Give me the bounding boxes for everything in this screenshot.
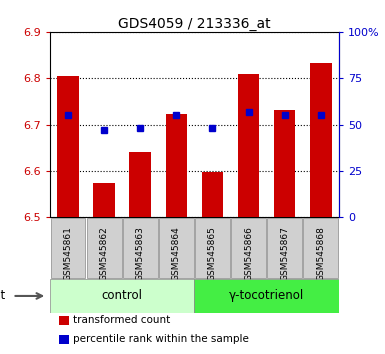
Text: GSM545861: GSM545861 bbox=[64, 227, 73, 281]
Bar bbox=[238, 74, 259, 217]
Text: GSM545867: GSM545867 bbox=[280, 227, 289, 281]
Bar bbox=[310, 63, 331, 217]
Bar bbox=[129, 152, 151, 217]
FancyBboxPatch shape bbox=[303, 218, 338, 278]
Text: control: control bbox=[102, 290, 143, 302]
Text: γ-tocotrienol: γ-tocotrienol bbox=[229, 290, 304, 302]
Bar bbox=[57, 76, 79, 217]
Text: transformed count: transformed count bbox=[73, 315, 171, 325]
Title: GDS4059 / 213336_at: GDS4059 / 213336_at bbox=[118, 17, 271, 31]
FancyBboxPatch shape bbox=[123, 218, 157, 278]
Bar bbox=[194, 279, 339, 313]
FancyBboxPatch shape bbox=[51, 218, 85, 278]
FancyBboxPatch shape bbox=[195, 218, 230, 278]
FancyBboxPatch shape bbox=[231, 218, 266, 278]
Text: GSM545865: GSM545865 bbox=[208, 227, 217, 281]
Text: GSM545862: GSM545862 bbox=[100, 227, 109, 281]
Text: GSM545868: GSM545868 bbox=[316, 227, 325, 281]
Bar bbox=[50, 279, 194, 313]
Text: GSM545866: GSM545866 bbox=[244, 227, 253, 281]
Bar bbox=[166, 114, 187, 217]
Bar bbox=[274, 110, 296, 217]
Bar bbox=[94, 183, 115, 217]
FancyBboxPatch shape bbox=[267, 218, 302, 278]
Bar bbox=[59, 316, 69, 325]
Text: GSM545864: GSM545864 bbox=[172, 227, 181, 281]
Text: agent: agent bbox=[0, 290, 5, 302]
Text: GSM545863: GSM545863 bbox=[136, 227, 145, 281]
Text: percentile rank within the sample: percentile rank within the sample bbox=[73, 335, 249, 344]
Bar bbox=[59, 335, 69, 344]
FancyBboxPatch shape bbox=[159, 218, 194, 278]
Bar bbox=[202, 172, 223, 217]
FancyBboxPatch shape bbox=[87, 218, 122, 278]
